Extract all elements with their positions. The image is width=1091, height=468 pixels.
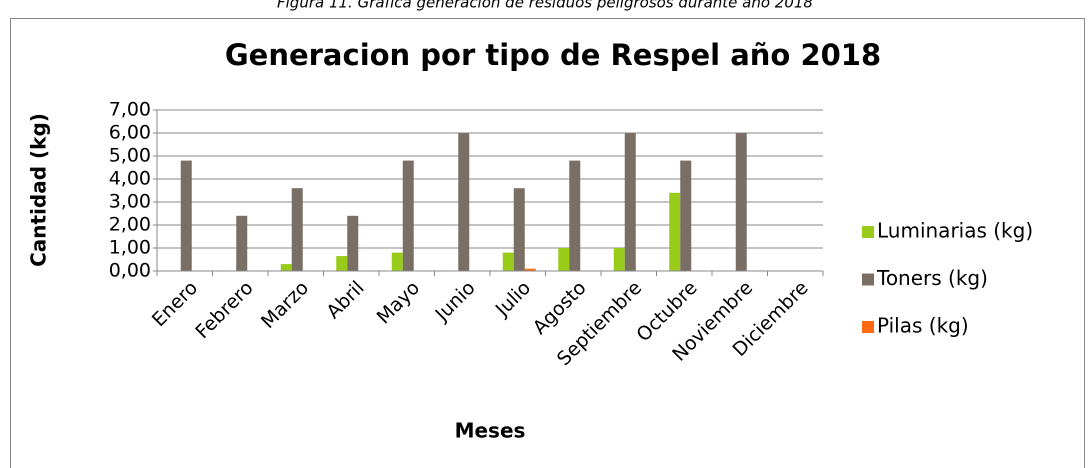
bar — [513, 188, 525, 271]
y-tick-label: 5,00 — [109, 145, 151, 167]
legend-swatch — [862, 273, 874, 286]
bar — [524, 268, 536, 271]
bar — [569, 160, 581, 271]
legend-swatch — [862, 226, 874, 238]
legend-label: Pilas (kg) — [877, 314, 969, 338]
legend-label: Luminarias (kg) — [877, 219, 1033, 243]
y-tick-label: 2,00 — [109, 214, 151, 236]
bar — [502, 252, 514, 271]
bar — [347, 215, 359, 271]
y-tick-label: 1,00 — [109, 237, 151, 259]
bar — [735, 133, 747, 271]
y-axis-label: Cantidad (kg) — [27, 113, 51, 267]
bar — [180, 160, 192, 271]
legend-swatch — [862, 321, 874, 333]
bar — [336, 256, 348, 271]
bar — [280, 264, 292, 271]
bar — [391, 252, 403, 271]
bar — [624, 133, 636, 271]
legend-label: Toners (kg) — [876, 266, 988, 290]
chart-title: Generacion por tipo de Respel año 2018 — [225, 38, 881, 72]
bar — [680, 160, 692, 271]
bar — [669, 192, 681, 271]
caption: Figura 11. Gráfica generación de residuo… — [277, 0, 813, 12]
chart-frame — [10, 18, 1085, 468]
y-tick-label: 3,00 — [109, 191, 151, 213]
bar — [236, 215, 248, 271]
x-axis-label: Meses — [455, 419, 526, 443]
bar — [291, 188, 303, 271]
y-tick-label: 6,00 — [109, 122, 151, 144]
y-tick-label: 4,00 — [109, 168, 151, 190]
bar — [402, 160, 414, 271]
bar — [613, 248, 625, 271]
bar — [458, 133, 470, 271]
bar — [558, 248, 570, 271]
y-tick-label: 0,00 — [109, 260, 151, 282]
y-tick-label: 7,00 — [109, 99, 151, 121]
